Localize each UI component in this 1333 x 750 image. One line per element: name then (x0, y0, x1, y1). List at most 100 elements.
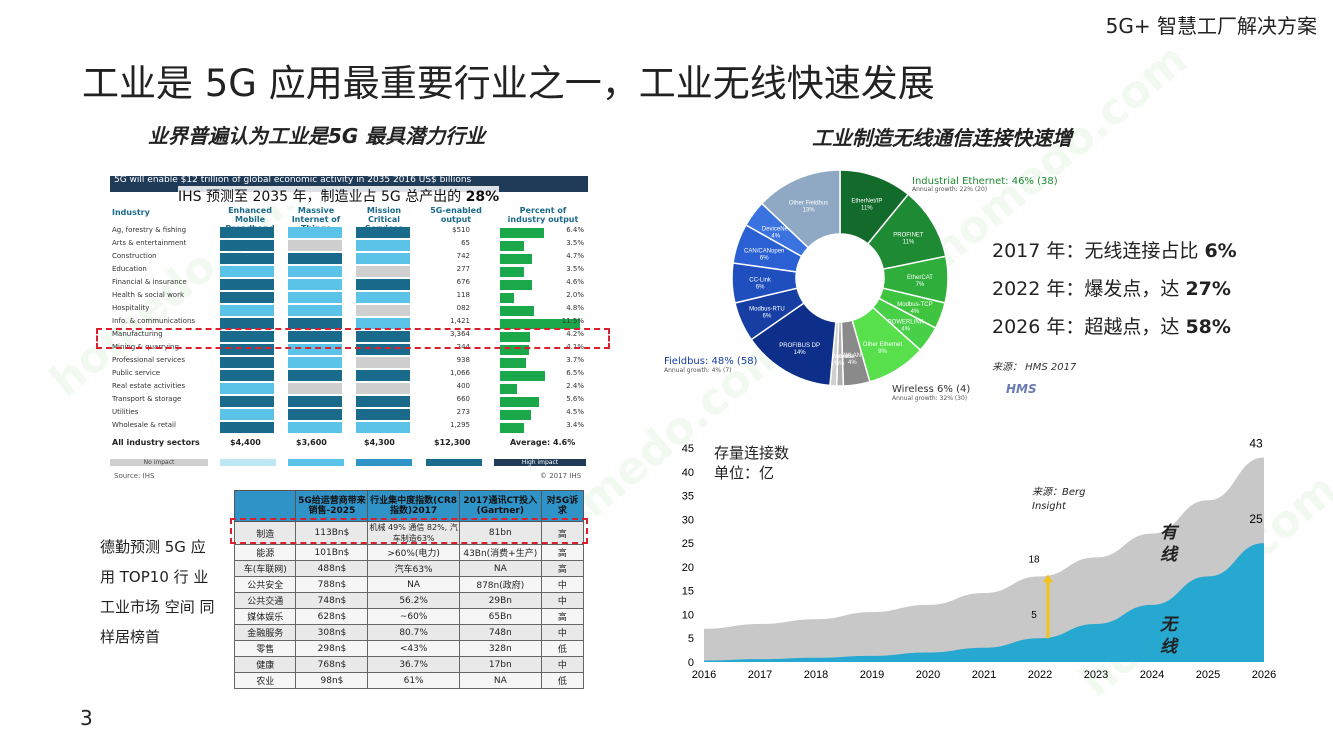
x-tick-label: 2019 (860, 669, 884, 681)
ihs-impact-cell (356, 331, 410, 342)
deloitte-table-cell: 能源 (233, 544, 297, 561)
ihs-row-label: Transport & storage (112, 395, 182, 403)
x-tick-label: 2023 (1084, 669, 1108, 681)
annotation-top-label: 43 (1249, 437, 1263, 451)
ihs-row-output: 1,421 (449, 317, 470, 325)
ihs-row-label: Professional services (112, 356, 186, 364)
source-hms: 来源： HMS 2017 (992, 362, 1077, 373)
deloitte-note: 德勤预测 5G 应 用 TOP10 行 业 工业市场 空间 同样居榜首 (100, 538, 215, 646)
deloitte-header-cell: 5G给运营商带来销售-2025 (295, 490, 369, 522)
donut-slice-label: Bluetooth 1% (827, 354, 852, 367)
ihs-legend-swatch (356, 459, 412, 466)
ihs-impact-cell (220, 253, 274, 264)
ihs-row-output: 1,295 (449, 421, 470, 429)
ihs-row-output: 082 (456, 304, 470, 312)
deloitte-table-cell: ~60% (367, 608, 460, 625)
ihs-row-percent-bar (500, 332, 530, 342)
ihs-legend-swatch (220, 459, 276, 466)
ihs-impact-cell (220, 305, 274, 316)
y-tick-label: 40 (682, 467, 694, 479)
area-chart-source: 来源：Berg Insight (1032, 487, 1086, 512)
ihs-row-percent-bar (500, 384, 517, 394)
ihs-row-label: Utilities (112, 408, 139, 416)
y-tick-label: 45 (682, 443, 694, 455)
stat-value: 27% (1185, 278, 1231, 300)
ihs-impact-cell (288, 253, 342, 264)
deloitte-table-cell: 56.2% (367, 592, 460, 609)
ihs-row: Manufacturing 3,364 4.2% (110, 330, 588, 343)
deloitte-table-cell: 公共交通 (233, 592, 297, 609)
donut-slice-label: WLAN 4% (844, 353, 861, 366)
ihs-row-percent-bar (500, 280, 532, 290)
deloitte-table-cell: 金融服务 (233, 624, 297, 641)
deloitte-table-cell: 878n(政府) (458, 576, 542, 593)
ihs-impact-cell (220, 279, 274, 290)
ihs-note: IHS 预测至 2035 年，制造业占 5G 总产出的 28% (178, 186, 500, 206)
stat-2026: 2026 年：超越点，达 58% (992, 308, 1237, 346)
donut-slice-label: POWERLINK 4% (888, 320, 924, 333)
stat-text: 2022 年：爆发点，达 (992, 278, 1186, 300)
deloitte-table-cell: 748n (458, 624, 542, 641)
ihs-row-output: 118 (456, 291, 470, 299)
ihs-row: Ag, forestry & fishing $510 6.4% (110, 226, 588, 239)
deloitte-table-cell: 高 (540, 608, 585, 625)
deloitte-table-cell: <43% (367, 640, 460, 657)
ihs-row-percent-bar (500, 241, 524, 251)
ihs-impact-cell (288, 344, 342, 355)
deloitte-table-cell: 中 (540, 592, 585, 609)
ihs-impact-cell (220, 331, 274, 342)
ihs-impact-cell (288, 357, 342, 368)
deloitte-table-cell: 公共安全 (233, 576, 297, 593)
y-tick-label: 25 (682, 538, 694, 550)
ihs-source: Source: IHS (114, 472, 155, 480)
label-wireless-growth: Annual growth: 32% (30) (892, 395, 968, 402)
y-tick-label: 15 (682, 586, 694, 598)
donut-slice (760, 169, 841, 249)
ihs-impact-cell (356, 396, 410, 407)
y-tick-label: 5 (688, 633, 694, 645)
deloitte-table-row: 健康 768n$ 36.7% 17bn 中 (233, 656, 585, 673)
ihs-impact-cell (288, 422, 342, 433)
y-tick-label: 20 (682, 562, 694, 574)
ihs-impact-cell (356, 253, 410, 264)
x-tick-label: 2022 (1028, 669, 1052, 681)
x-tick-label: 2017 (748, 669, 772, 681)
ihs-row: Health & social work 118 2.0% (110, 291, 588, 304)
annotation-top-label: 18 (1028, 554, 1040, 565)
ihs-row-percent: 4.5% (566, 408, 584, 416)
ihs-row-percent: 3.5% (566, 265, 584, 273)
connections-area-chart: 0 5 10 15 20 25 30 35 40 45 2016 2017 2018 2019 2020 20… (676, 436, 1276, 686)
ihs-impact-cell (356, 357, 410, 368)
ihs-row-label: Arts & entertainment (112, 239, 187, 247)
ihs-impact-cell (220, 227, 274, 238)
ihs-row: Utilities 273 4.5% (110, 408, 588, 421)
ihs-impact-cell (288, 370, 342, 381)
ihs-total-embb: $4,400 (230, 438, 261, 447)
ihs-impact-cell (356, 305, 410, 316)
deloitte-table-cell: 308n$ (295, 624, 369, 641)
deloitte-table-row: 媒体娱乐 628n$ ~60% 65Bn 高 (233, 608, 585, 625)
ihs-row-label: Education (112, 265, 147, 273)
donut-slice-label: Modbus-TCP 4% (897, 302, 932, 315)
ihs-row-percent-bar (500, 267, 524, 277)
deloitte-table-row: 车(车联网) 488n$ 汽车63% NA 高 (233, 560, 585, 577)
ihs-impact-cell (356, 422, 410, 433)
deloitte-table-cell: 中 (540, 656, 585, 673)
ihs-row-output: 660 (456, 395, 470, 403)
ihs-row: Hospitality 082 4.8% (110, 304, 588, 317)
ihs-row-output: 676 (456, 278, 470, 286)
ihs-impact-cell (220, 240, 274, 251)
deloitte-table-cell: 汽车63% (367, 560, 460, 577)
protocol-donut-chart: EtherNet/IP 11% PROFINET 11% EtherCAT 7% Modbu… (700, 160, 1000, 410)
ihs-row: Info. & communications 1,421 11.5% (110, 317, 588, 330)
x-tick-label: 2025 (1196, 669, 1220, 681)
ihs-total-label: All industry sectors (112, 438, 200, 447)
area-chart-unit: 单位：亿 (714, 464, 775, 482)
ihs-row-label: Manufacturing (112, 330, 163, 338)
ihs-impact-cell (220, 396, 274, 407)
growth-arrow-head (1043, 574, 1053, 583)
ihs-impact-cell (288, 383, 342, 394)
deloitte-table-cell: NA (367, 576, 460, 593)
series-label-wired: 有线 (1160, 523, 1177, 565)
ihs-impact-cell (220, 344, 274, 355)
